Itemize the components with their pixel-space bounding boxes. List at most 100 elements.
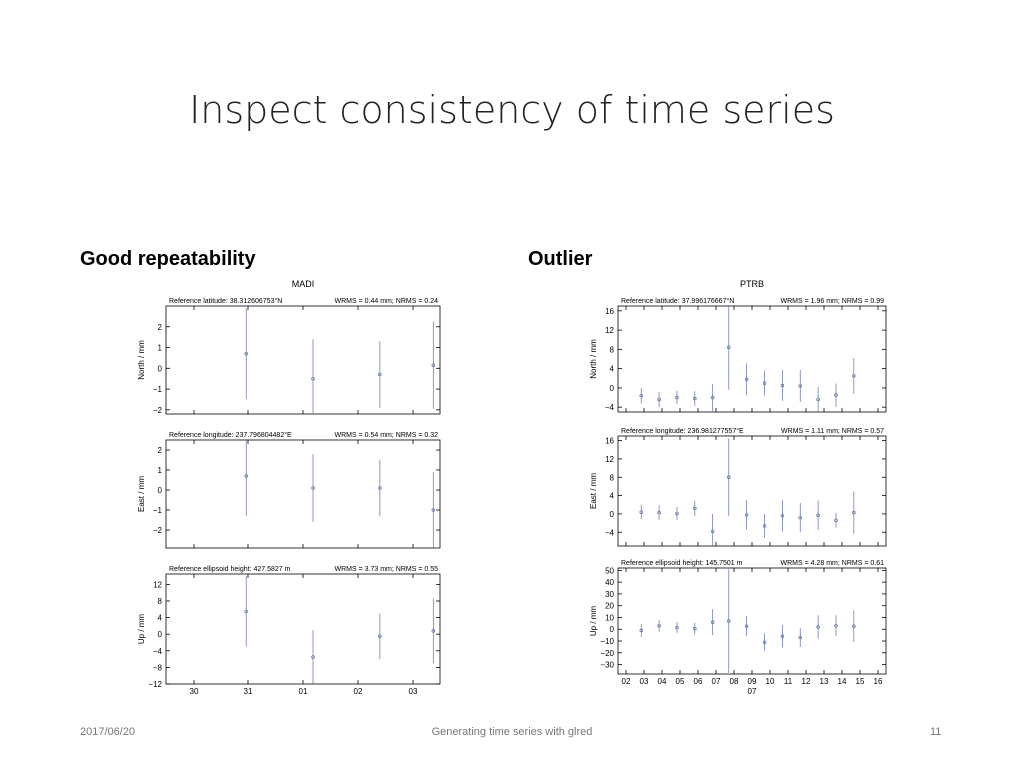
stats-label: WRMS = 1.11 mm; NRMS = 0.57 [781, 428, 884, 435]
slide-title: Inspect consistency of time series [189, 88, 835, 132]
y-tick-label: 1 [158, 344, 163, 353]
data-point [798, 384, 802, 388]
stats-label: WRMS = 0.54 mm; NRMS = 0.32 [335, 432, 439, 439]
y-tick-label: 4 [610, 365, 615, 374]
data-point [675, 395, 679, 400]
data-point [762, 524, 767, 528]
plot-frame [165, 305, 441, 415]
y-tick-label: 40 [605, 578, 614, 587]
x-tick-label: 02 [354, 687, 363, 696]
footer-center: Generating time series with glred [431, 726, 593, 738]
data-point [244, 474, 248, 478]
data-point [378, 486, 382, 490]
data-point [780, 383, 785, 388]
data-point [852, 374, 856, 378]
x-tick-label: 02 [622, 677, 631, 686]
plot-frame [617, 305, 887, 413]
y-tick-label: −4 [605, 403, 615, 412]
y-tick-label: 4 [610, 492, 615, 501]
y-axis-label: Up / mm [589, 606, 598, 637]
y-axis-label: North / mm [137, 340, 146, 380]
data-point [798, 515, 802, 520]
data-point [693, 626, 697, 631]
x-tick-label: 30 [190, 687, 199, 696]
reference-label: Reference latitude: 37.996176667°N [621, 297, 734, 305]
x-tick-label: 14 [838, 677, 847, 686]
footer-page-number: 11 [930, 726, 942, 738]
y-tick-label: 8 [610, 473, 615, 482]
data-point [762, 640, 767, 644]
y-tick-label: 0 [158, 630, 163, 639]
plot-frame [617, 435, 887, 547]
plot-frame [165, 573, 441, 685]
data-point [675, 625, 679, 630]
y-tick-label: 0 [158, 364, 163, 373]
plot-frame [165, 439, 441, 549]
data-point [744, 377, 749, 381]
y-tick-label: 0 [610, 625, 615, 634]
chart-title: PTRB [740, 279, 764, 289]
y-tick-label: 4 [158, 614, 163, 623]
y-tick-label: 8 [610, 345, 615, 354]
data-point [834, 518, 838, 523]
right-heading: Outlier [528, 248, 593, 270]
data-point [727, 345, 731, 350]
x-tick-label: 04 [658, 677, 667, 686]
left-heading: Good repeatability [80, 248, 256, 270]
y-axis-label: East / mm [137, 476, 146, 512]
x-tick-label: 13 [820, 677, 829, 686]
x-tick-label: 05 [676, 677, 685, 686]
y-tick-label: −1 [153, 506, 163, 515]
data-point [311, 655, 315, 659]
data-point [639, 393, 643, 398]
reference-label: Reference ellipsoid height: 427.5827 m [169, 566, 291, 573]
data-point [798, 635, 802, 640]
data-point [710, 395, 715, 400]
y-tick-label: −4 [605, 528, 615, 537]
data-point [693, 506, 697, 511]
stats-label: WRMS = 4.28 mm; NRMS = 0.61 [781, 560, 885, 567]
y-tick-label: −10 [600, 637, 614, 646]
y-tick-label: 12 [605, 455, 614, 464]
data-point [852, 624, 856, 629]
x-tick-label: 15 [856, 677, 865, 686]
data-point [675, 511, 679, 516]
data-point [744, 513, 749, 517]
stats-label: WRMS = 1.96 mm; NRMS = 0.99 [781, 298, 885, 305]
x-tick-label: 06 [694, 677, 703, 686]
data-point [244, 352, 248, 356]
footer-date: 2017/06/20 [80, 726, 136, 738]
data-point [727, 619, 731, 623]
data-point [639, 510, 643, 514]
y-tick-label: 16 [605, 307, 614, 316]
data-point [816, 513, 820, 518]
y-tick-label: −12 [148, 680, 162, 689]
data-point [431, 363, 436, 367]
y-tick-label: −4 [153, 647, 163, 656]
y-tick-label: −2 [153, 526, 163, 535]
data-point [311, 486, 315, 490]
data-point [657, 397, 661, 402]
y-tick-label: 0 [158, 486, 163, 495]
data-point [431, 508, 436, 512]
reference-label: Reference longitude: 236.981277557°E [621, 427, 744, 435]
x-tick-label: 10 [766, 677, 775, 686]
data-point [727, 475, 731, 480]
y-tick-label: 1 [158, 466, 163, 475]
data-point [311, 376, 315, 381]
y-tick-label: 0 [610, 510, 615, 519]
x-tick-label: 07 [712, 677, 721, 686]
plot-frame [617, 567, 887, 675]
data-point [834, 393, 838, 397]
x-tick-label: 16 [874, 677, 883, 686]
reference-label: Reference ellipsoid height: 145.7501 m [621, 560, 743, 567]
x-tick-label: 09 [748, 677, 757, 686]
y-tick-label: 12 [153, 580, 162, 589]
x-tick-label: 12 [802, 677, 811, 686]
y-tick-label: −30 [600, 661, 614, 670]
x-tick-label: 01 [299, 687, 308, 696]
y-axis-label: East / mm [589, 473, 598, 509]
data-point [780, 634, 785, 639]
data-point [693, 396, 697, 401]
x-tick-label: 31 [244, 687, 253, 696]
